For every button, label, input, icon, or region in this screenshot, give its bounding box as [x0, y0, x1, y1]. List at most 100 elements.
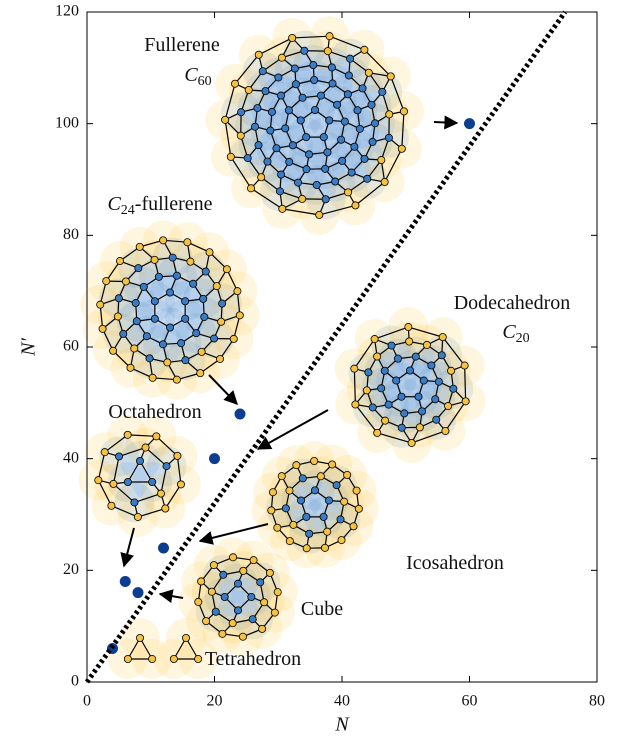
vertex: [329, 461, 336, 468]
vertex: [433, 416, 440, 423]
vertex: [365, 369, 372, 376]
vertex: [151, 256, 158, 263]
vertex: [393, 377, 400, 384]
vertex: [423, 341, 430, 348]
vertex: [412, 353, 419, 360]
vertex: [285, 107, 292, 114]
vertex: [218, 300, 225, 307]
vertex: [133, 318, 140, 325]
vertex: [177, 481, 184, 488]
vertex: [120, 330, 127, 337]
arrow: [434, 122, 457, 123]
vertex: [238, 109, 245, 116]
vertex: [324, 48, 331, 55]
vertex: [292, 81, 299, 88]
vertex: [289, 142, 296, 149]
annotation-text: Cube: [301, 598, 343, 620]
vertex: [135, 265, 142, 272]
vertex: [250, 557, 257, 564]
vertex: [97, 301, 104, 308]
vertex: [247, 185, 254, 192]
vertex: [116, 257, 123, 264]
x-tick-label: 20: [207, 693, 223, 710]
vertex: [264, 158, 271, 165]
vertex: [244, 154, 251, 161]
vertex: [201, 313, 208, 320]
vertex: [216, 355, 223, 362]
vertex: [406, 338, 413, 345]
y-axis-label: N′: [18, 338, 40, 357]
vertex: [371, 120, 378, 127]
y-tick-label: 80: [63, 226, 79, 243]
vertex: [324, 528, 331, 535]
vertex: [369, 404, 376, 411]
vertex: [291, 65, 298, 72]
vertex: [149, 374, 156, 381]
vertex: [303, 513, 310, 520]
vertex: [378, 156, 385, 163]
vertex: [278, 473, 285, 480]
vertex: [351, 143, 358, 150]
vertex: [127, 364, 134, 371]
annotation: Tetrahedron: [205, 648, 301, 670]
vertex: [195, 655, 202, 662]
vertex: [439, 334, 446, 341]
point: [209, 453, 220, 464]
vertex: [406, 367, 413, 374]
annotation: C60: [184, 64, 211, 90]
vertex: [115, 295, 122, 302]
vertex: [374, 353, 381, 360]
vertex: [418, 408, 425, 415]
vertex: [143, 333, 150, 340]
point: [464, 118, 475, 129]
vertex: [110, 480, 117, 487]
vertex: [234, 288, 241, 295]
vertex: [388, 342, 395, 349]
vertex: [345, 72, 352, 79]
vertex: [266, 569, 273, 576]
vertex: [182, 298, 189, 305]
y-tick-label: 40: [63, 449, 79, 466]
vertex: [162, 505, 169, 512]
vertex: [173, 272, 180, 279]
annotation-text: Tetrahedron: [205, 648, 301, 670]
x-axis-label: N: [334, 714, 350, 736]
vertex: [282, 125, 289, 132]
vertex: [317, 92, 324, 99]
vertex: [149, 478, 156, 485]
vertex: [320, 513, 327, 520]
vertex: [99, 325, 106, 332]
vertex: [169, 254, 176, 261]
annotation: Fullerene: [144, 34, 220, 56]
vertex: [355, 505, 362, 512]
vertex: [136, 243, 143, 250]
vertex: [267, 127, 274, 134]
vertex: [101, 449, 108, 456]
annotation-subscript: 60: [198, 74, 212, 89]
vertex: [200, 295, 207, 302]
x-tick-label: 60: [462, 693, 478, 710]
vertex: [329, 80, 336, 87]
vertex: [213, 282, 220, 289]
vertex: [369, 138, 376, 145]
vertex: [262, 88, 269, 95]
vertex: [301, 47, 308, 54]
vertex: [274, 588, 281, 595]
vertex: [290, 521, 297, 528]
vertex: [239, 633, 246, 640]
vertex: [303, 545, 310, 552]
vertex: [387, 73, 394, 80]
vertex: [259, 68, 266, 75]
vertex: [325, 497, 332, 504]
vertex: [236, 312, 243, 319]
vertex: [385, 401, 392, 408]
annotation-text: C: [502, 321, 516, 343]
vertex: [299, 475, 306, 482]
vertex: [259, 625, 266, 632]
vertex: [321, 544, 328, 551]
vertex: [326, 33, 333, 40]
vertex: [379, 88, 386, 95]
vertex: [416, 424, 423, 431]
vertex: [297, 117, 304, 124]
y-tick-label: 100: [55, 114, 79, 131]
